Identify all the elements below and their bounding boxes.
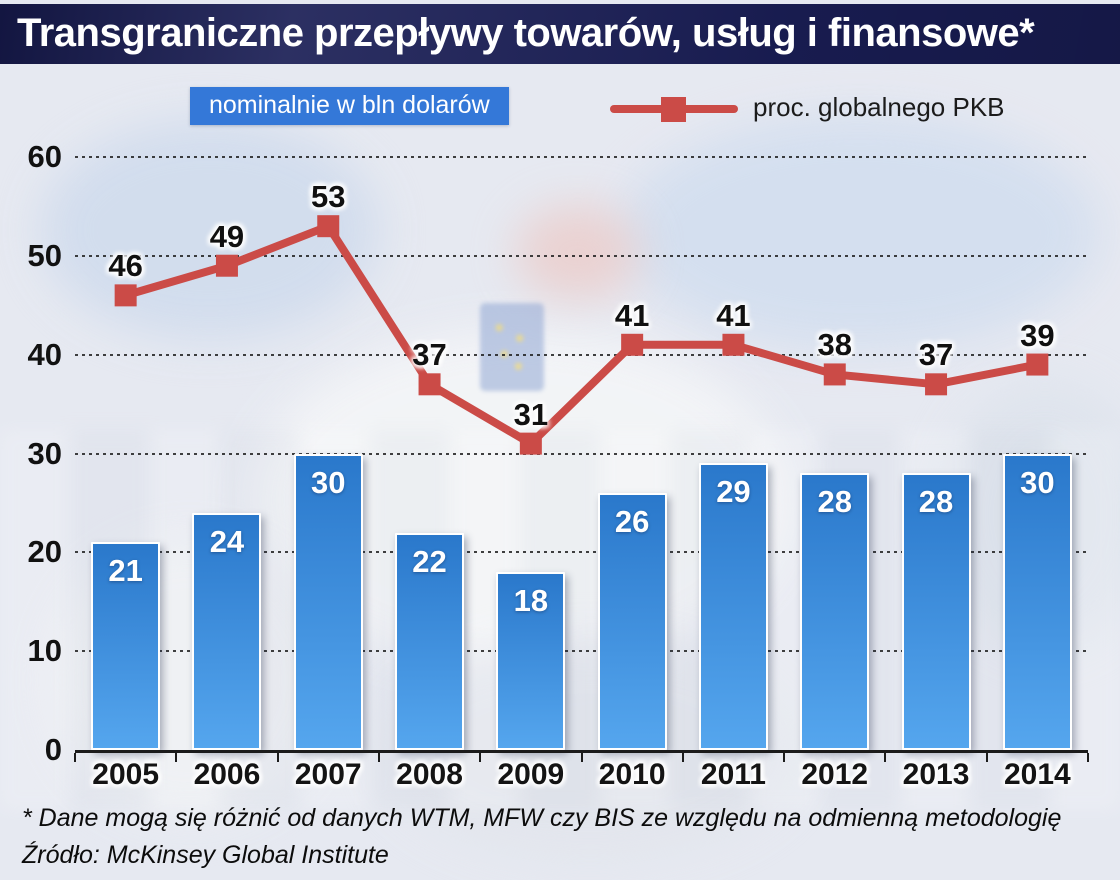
bar-2011 — [698, 463, 768, 750]
x-axis-tick — [1087, 753, 1089, 762]
background-blob — [515, 205, 640, 300]
bar-value-label: 24 — [209, 523, 245, 559]
footnote: * Dane mogą się różnić od danych WTM, MF… — [22, 804, 1062, 832]
bar-2006 — [192, 512, 262, 750]
bar-value-label: 28 — [817, 484, 852, 520]
bar-value-label: 29 — [716, 474, 751, 510]
bar-2010 — [597, 493, 667, 750]
x-axis-label-2006: 2006 — [193, 758, 261, 791]
x-axis-label-2008: 2008 — [396, 758, 463, 791]
gridline-50 — [75, 254, 1088, 257]
x-axis-tick — [580, 753, 583, 762]
bar-2005 — [91, 542, 161, 750]
bar-value-label: 30 — [1020, 464, 1055, 500]
x-axis-label-2005: 2005 — [92, 758, 160, 791]
line-marker-2011 — [722, 333, 745, 356]
gridline-10 — [75, 650, 1088, 653]
line-marker-2008 — [418, 373, 441, 396]
line-marker-2009 — [519, 432, 542, 455]
x-axis-tick — [783, 753, 786, 762]
x-axis-tick — [175, 753, 178, 762]
y-axis-label: 0 — [44, 732, 62, 767]
legend-bars-badge: nominalnie w bln dolarów — [190, 87, 509, 125]
x-axis-label-2010: 2010 — [598, 758, 666, 791]
line-marker-2007 — [317, 215, 340, 238]
line-value-label: 37 — [412, 337, 447, 373]
bar-value-label: 30 — [311, 464, 346, 500]
x-axis-label-2009: 2009 — [497, 758, 565, 791]
gridline-60 — [75, 156, 1088, 158]
title-bar: Transgraniczne przepływy towarów, usług … — [0, 4, 1120, 64]
x-axis-line — [75, 750, 1088, 753]
line-value-label: 39 — [1020, 317, 1055, 353]
bar-value-label: 21 — [108, 553, 143, 589]
bar-value-label: 28 — [918, 484, 954, 520]
x-axis-tick — [985, 753, 988, 762]
y-axis-label: 30 — [27, 435, 62, 471]
x-axis-tick — [377, 753, 380, 762]
line-value-label: 37 — [918, 337, 954, 373]
gridline-40 — [75, 353, 1088, 356]
line-value-label: 41 — [716, 297, 751, 333]
eu-flag-patch — [480, 303, 544, 391]
bar-value-label: 22 — [412, 543, 447, 579]
y-axis-label: 60 — [27, 139, 62, 174]
line-value-label: 49 — [209, 218, 245, 254]
line-value-label: 53 — [311, 179, 346, 215]
legend-line-marker-icon — [661, 97, 686, 122]
line-value-label: 46 — [108, 248, 143, 284]
y-axis-label: 10 — [27, 633, 62, 669]
bar-2014 — [1002, 453, 1072, 750]
bar-value-label: 18 — [513, 583, 549, 619]
bar-2008 — [395, 532, 465, 750]
bar-2012 — [800, 473, 870, 750]
x-axis-label-2012: 2012 — [801, 758, 869, 791]
x-axis-label-2014: 2014 — [1003, 758, 1071, 791]
line-value-label: 38 — [817, 327, 852, 363]
x-axis-tick — [276, 753, 279, 762]
legend-line-label: proc. globalnego PKB — [753, 92, 1005, 122]
gridline-30 — [75, 452, 1088, 455]
x-axis-label-2011: 2011 — [700, 758, 766, 791]
x-axis-label-2013: 2013 — [902, 758, 970, 791]
x-axis-tick — [74, 753, 76, 762]
background-blob — [620, 115, 1100, 350]
y-axis-label: 40 — [27, 336, 62, 372]
x-axis-tick — [884, 753, 887, 762]
line-marker-2012 — [823, 363, 846, 386]
x-axis-tick — [479, 753, 482, 762]
y-axis-label: 20 — [27, 534, 62, 570]
x-axis-tick — [681, 753, 684, 762]
bar-2013 — [901, 473, 971, 750]
bar-value-label: 26 — [614, 504, 650, 540]
line-value-label: 41 — [614, 297, 650, 333]
page-title: Transgraniczne przepływy towarów, usług … — [17, 10, 1035, 55]
bar-2007 — [293, 453, 363, 750]
source-credit: Źródło: McKinsey Global Institute — [22, 841, 389, 869]
line-marker-2013 — [925, 373, 948, 396]
line-marker-2014 — [1026, 353, 1049, 376]
gridline-20 — [75, 551, 1088, 554]
line-marker-2005 — [114, 284, 137, 307]
gdp-share-line — [121, 222, 1042, 448]
x-axis-label-2007: 2007 — [294, 758, 362, 791]
bar-2009 — [496, 572, 566, 750]
line-marker-2006 — [215, 254, 238, 277]
line-value-label: 31 — [513, 396, 549, 432]
y-axis-label: 50 — [27, 237, 62, 273]
line-marker-2010 — [621, 333, 644, 356]
